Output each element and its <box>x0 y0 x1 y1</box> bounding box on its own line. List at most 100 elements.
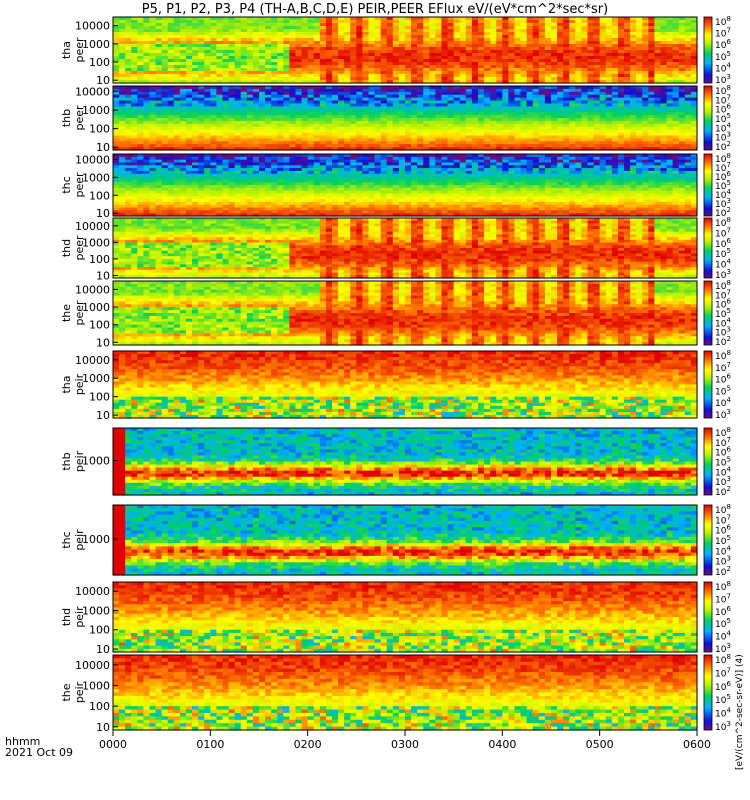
x-tick-label: 0200 <box>294 738 322 751</box>
y-tick-label: 10 <box>96 336 110 349</box>
colorbar-tick-label: 107 <box>715 288 731 301</box>
spectrogram-image <box>113 582 698 653</box>
panel-probe-label: tha <box>60 41 73 59</box>
colorbar-tick-label: 107 <box>715 436 731 449</box>
panel-product-label: peer <box>73 105 86 131</box>
colorbar-tick-label: 104 <box>715 61 731 74</box>
colorbar-tick-label: 106 <box>715 680 731 693</box>
y-tick-label: 100 <box>89 624 110 637</box>
colorbar-tick-label: 108 <box>715 503 731 516</box>
panel-frame <box>112 581 698 653</box>
colorbar-tick-label: 108 <box>715 84 731 97</box>
y-tick-label: 100 <box>89 319 110 332</box>
colorbar-tick-label: 102 <box>715 565 731 578</box>
y-tick-label: 10000 <box>75 585 110 598</box>
y-tick-label: 100 <box>89 391 110 404</box>
y-tick-label: 1000 <box>82 104 110 117</box>
colorbar-tick-label: 105 <box>715 307 731 320</box>
panel-probe-label: thb <box>60 109 73 127</box>
colorbar-tick-label: 106 <box>715 170 731 183</box>
colorbar <box>703 654 713 731</box>
colorbar <box>703 153 713 217</box>
time-axis-label: hhmm <box>5 735 40 748</box>
colorbar <box>703 280 713 346</box>
colorbar-tick-label: 102 <box>715 335 731 348</box>
colorbar-tick-label: 102 <box>715 206 731 219</box>
panel-product-label: peer <box>73 37 86 63</box>
x-tick-label: 0300 <box>391 738 419 751</box>
y-tick-label: 100 <box>89 253 110 266</box>
panel-frame <box>112 280 698 346</box>
y-tick-label: 1000 <box>82 301 110 314</box>
colorbar-tick-label: 105 <box>715 112 731 125</box>
x-tick-label: 0500 <box>586 738 614 751</box>
y-tick-label: 1000 <box>82 455 110 468</box>
colorbar-tick-label: 103 <box>715 326 731 339</box>
panel-product-label: peer <box>73 300 86 326</box>
date-label: 2021 Oct 09 <box>5 746 73 759</box>
panel-product-label: peir <box>73 606 86 628</box>
y-tick-label: 10000 <box>75 354 110 367</box>
colorbar-tick-label: 105 <box>715 693 731 706</box>
panel-probe-label: thc <box>60 531 73 548</box>
colorbar-tick-label: 106 <box>715 103 731 116</box>
colorbar-tick-label: 103 <box>715 268 731 281</box>
panel-probe-label: the <box>60 304 73 322</box>
y-tick-label: 10 <box>96 409 110 422</box>
panel-probe-label: tha <box>60 375 73 393</box>
colorbar-tick-label: 108 <box>715 580 731 593</box>
panel-product-label: peer <box>73 235 86 261</box>
panel-frame <box>112 153 698 217</box>
colorbar-tick-label: 105 <box>715 50 731 63</box>
colorbar-tick-label: 106 <box>715 237 731 250</box>
colorbar-tick-label: 107 <box>715 666 731 679</box>
y-tick-label: 10000 <box>75 283 110 296</box>
colorbar-tick-label: 107 <box>715 592 731 605</box>
colorbar-tick-label: 102 <box>715 485 731 498</box>
panel-product-label: peir <box>73 529 86 551</box>
y-tick-label: 10000 <box>75 659 110 672</box>
figure-title: P5, P1, P2, P3, P4 (TH-A,B,C,D,E) PEIR,P… <box>142 2 608 17</box>
colorbar-tick-label: 104 <box>715 396 731 409</box>
panel-frame <box>112 85 698 151</box>
colorbar <box>703 350 713 419</box>
y-tick-label: 1000 <box>82 171 110 184</box>
panel-frame <box>112 217 698 279</box>
y-tick-label: 10 <box>96 269 110 282</box>
spectrogram-image <box>113 17 698 84</box>
y-tick-label: 1000 <box>82 533 110 546</box>
colorbar-tick-label: 103 <box>715 131 731 144</box>
colorbar-tick-label: 103 <box>715 720 731 733</box>
colorbar-tick-label: 105 <box>715 456 731 469</box>
colorbar <box>703 581 713 653</box>
panel-probe-label: the <box>60 683 73 701</box>
colorbar-tick-label: 104 <box>715 188 731 201</box>
colorbar-tick-label: 103 <box>715 475 731 488</box>
colorbar-tick-label: 107 <box>715 161 731 174</box>
panel-frame <box>112 350 698 419</box>
colorbar-tick-label: 108 <box>715 349 731 362</box>
y-tick-label: 100 <box>89 189 110 202</box>
y-tick-label: 10 <box>96 207 110 220</box>
x-tick-label: 0000 <box>99 738 127 751</box>
y-tick-label: 1000 <box>82 372 110 385</box>
panel-frame <box>112 504 698 576</box>
spectrogram-image <box>113 351 698 419</box>
panel-frame <box>112 427 698 496</box>
colorbar-tick-label: 105 <box>715 179 731 192</box>
spectrogram-image <box>113 154 698 217</box>
colorbar <box>703 85 713 151</box>
colorbar-tick-label: 107 <box>715 361 731 374</box>
y-tick-label: 100 <box>89 56 110 69</box>
y-tick-label: 10 <box>96 74 110 87</box>
x-tick-label: 0600 <box>683 738 711 751</box>
panel-product-label: peer <box>73 172 86 198</box>
colorbar <box>703 16 713 84</box>
colorbar-tick-label: 106 <box>715 298 731 311</box>
y-tick-label: 10 <box>96 643 110 656</box>
